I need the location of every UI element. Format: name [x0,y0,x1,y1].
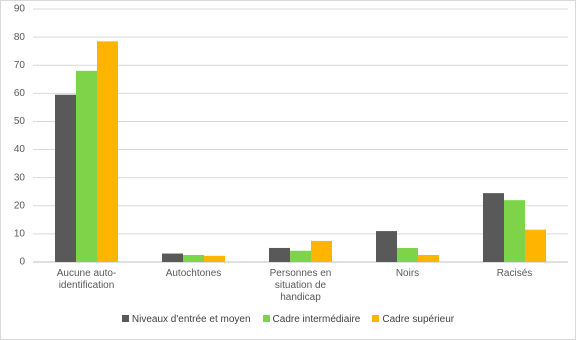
legend-swatch [262,315,270,322]
x-tick-label: Personnes en situation de handicap [269,268,332,303]
y-tick-label: 50 [14,116,26,127]
bar [76,70,97,262]
y-tick-label: 30 [14,172,26,183]
bar [311,240,332,262]
legend-swatch [121,315,129,322]
legend-label: Niveaux d'entrée et moyen [131,314,251,325]
bar [204,255,225,262]
bar [55,94,76,262]
y-tick-label: 90 [14,4,26,15]
bar [97,41,118,263]
y-tick-label: 40 [14,144,26,155]
bar [183,254,204,262]
x-tick-label: Noirs [395,268,420,279]
bar [376,231,397,262]
y-tick-label: 10 [14,229,26,240]
legend-swatch [372,315,380,322]
bar [525,229,546,262]
y-tick-label: 70 [14,60,26,71]
bar [290,250,311,262]
bar [483,193,504,262]
x-tick-label: Autochtones [165,268,222,279]
x-tick-label: Racisés [496,268,533,279]
legend-label: Cadre intermédiaire [272,314,361,325]
y-tick-label: 20 [14,200,26,211]
x-tick-label: Aucune auto-identification [56,268,117,291]
legend: Niveaux d'entrée et moyen Cadre intermédi… [0,314,576,325]
bar [162,253,183,262]
y-tick-label: 0 [19,257,25,268]
y-tick-label: 80 [14,32,26,43]
legend-label: Cadre supérieur [382,314,455,325]
legend-item: Cadre supérieur [372,314,454,325]
bar [504,200,525,262]
y-tick-label: 60 [14,88,26,99]
bar [269,247,290,262]
bar [397,247,418,262]
legend-item: Niveaux d'entrée et moyen [121,314,251,325]
bar [418,254,439,262]
legend-item: Cadre intermédiaire [262,314,361,325]
